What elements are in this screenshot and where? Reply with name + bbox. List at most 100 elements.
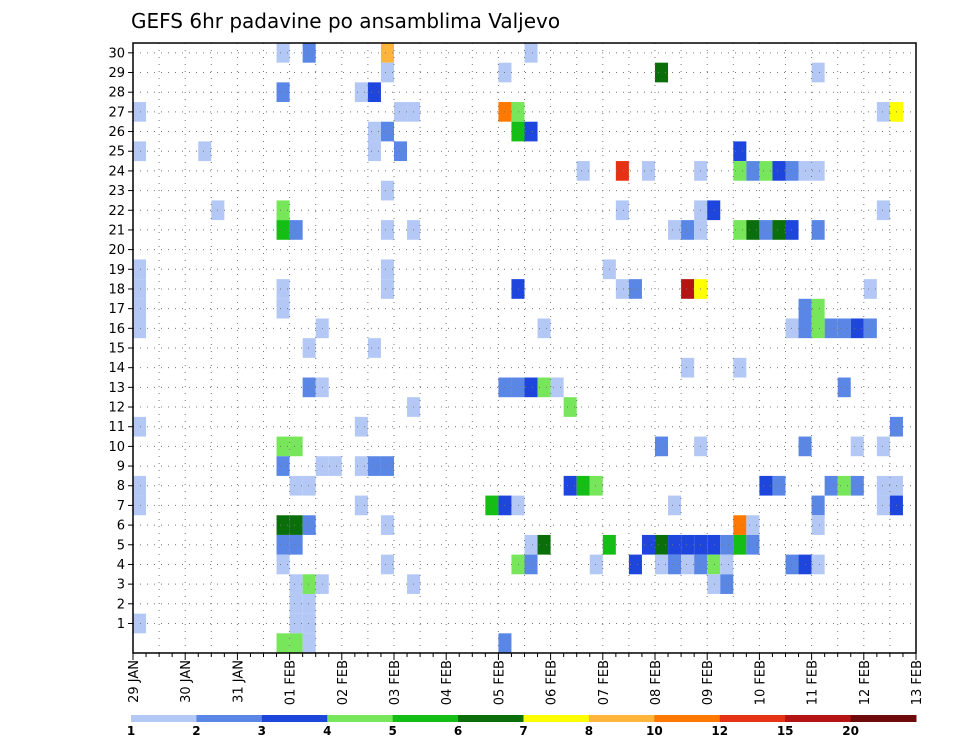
colorbar-legend: 1 2 3 4 5 6 7 8 10 12 15 20 <box>127 715 917 738</box>
precip-cell <box>511 102 525 122</box>
y-tick-label: 1 <box>117 617 125 632</box>
y-tick-label: 5 <box>117 538 125 553</box>
precip-cell <box>655 554 669 575</box>
precip-cell <box>380 180 394 201</box>
precip-cell <box>733 534 747 555</box>
y-tick-label: 25 <box>108 145 125 160</box>
colorbar-label: 15 <box>777 724 794 738</box>
precip-cell <box>276 515 290 535</box>
precip-cell <box>133 318 147 339</box>
precip-cell <box>302 613 316 634</box>
y-tick-label: 3 <box>117 578 125 593</box>
precip-cell <box>289 220 303 240</box>
precip-cell <box>367 141 381 162</box>
chart-title: GEFS 6hr padavine po ansamblima Valjevo <box>131 9 560 33</box>
x-tick-label: 06 FEB <box>545 660 560 705</box>
precip-cell <box>394 102 408 122</box>
precip-cell <box>720 534 734 555</box>
precipitation-cells <box>133 43 903 653</box>
precip-cell <box>733 515 747 535</box>
precip-cell <box>380 456 394 476</box>
precip-cell <box>772 220 786 240</box>
precip-cell <box>289 633 303 653</box>
y-tick-label: 16 <box>108 322 125 337</box>
precip-cell <box>811 220 825 240</box>
precip-cell <box>746 220 760 240</box>
x-tick-label: 05 FEB <box>492 660 507 705</box>
precip-cell <box>850 318 864 339</box>
precip-cell <box>511 279 525 299</box>
colorbar-label: 10 <box>646 724 663 738</box>
precip-cell <box>811 318 825 339</box>
precip-cell <box>380 554 394 575</box>
precip-cell <box>133 259 147 280</box>
precip-cell <box>511 121 525 142</box>
precip-cell <box>537 534 551 555</box>
y-tick-label: 17 <box>108 302 125 317</box>
y-tick-label: 24 <box>108 164 125 179</box>
y-tick-label: 29 <box>108 66 125 81</box>
precip-cell <box>289 574 303 594</box>
precip-cell <box>276 82 290 103</box>
precip-cell <box>133 141 147 162</box>
y-tick-label: 15 <box>108 342 125 357</box>
colorbar-label: 6 <box>454 724 462 738</box>
colorbar-segment <box>654 715 721 722</box>
precip-cell <box>707 200 721 221</box>
precip-cell <box>785 318 799 339</box>
colorbar-label: 12 <box>711 724 728 738</box>
precip-cell <box>655 534 669 555</box>
precip-cell <box>367 456 381 476</box>
precip-cell <box>668 220 682 240</box>
precip-cell <box>367 338 381 358</box>
x-tick-label: 11 FEB <box>806 660 821 705</box>
precip-cell <box>733 161 747 181</box>
x-tick-label: 04 FEB <box>440 660 455 705</box>
y-tick-label: 19 <box>108 263 125 278</box>
precip-cell <box>354 495 368 516</box>
colorbar-segment <box>850 715 917 722</box>
precip-cell <box>511 554 525 575</box>
precip-cell <box>302 633 316 653</box>
precip-cell <box>302 515 316 535</box>
precip-cell <box>876 102 890 122</box>
precip-cell <box>850 475 864 496</box>
precip-cell <box>302 43 316 63</box>
precip-cell <box>380 259 394 280</box>
precip-cell <box>707 574 721 594</box>
y-tick-label: 14 <box>108 361 125 376</box>
colorbar-label: 1 <box>127 724 135 738</box>
y-tick-label: 13 <box>108 381 125 396</box>
y-tick-label: 30 <box>108 46 125 61</box>
x-tick-label: 10 FEB <box>753 660 768 705</box>
colorbar-segment <box>719 715 786 722</box>
precip-cell <box>720 574 734 594</box>
precip-cell <box>276 220 290 240</box>
precip-cell <box>524 43 538 63</box>
precip-cell <box>746 534 760 555</box>
y-tick-label: 11 <box>108 420 125 435</box>
precip-cell <box>133 102 147 122</box>
y-tick-label: 21 <box>108 223 125 238</box>
precip-cell <box>811 554 825 575</box>
precip-cell <box>276 298 290 319</box>
precip-cell <box>276 534 290 555</box>
precip-cell <box>641 161 655 181</box>
x-tick-label: 13 FEB <box>910 660 925 705</box>
precip-cell <box>367 82 381 103</box>
colorbar-label: 7 <box>519 724 527 738</box>
precip-cell <box>837 475 851 496</box>
x-tick-label: 30 JAN <box>179 660 194 703</box>
precip-cell <box>302 377 316 398</box>
precip-cell <box>537 377 551 398</box>
precip-cell <box>589 475 603 496</box>
precip-cell <box>198 141 212 162</box>
colorbar-segment <box>458 715 524 722</box>
colorbar-segment <box>785 715 852 722</box>
x-axis: 29 JAN 30 JAN 31 JAN 01 FEB 02 FEB 03 FEB 04 F… <box>127 653 925 705</box>
colorbar-label: 5 <box>388 724 396 738</box>
precip-cell <box>380 121 394 142</box>
precip-cell <box>354 416 368 437</box>
precip-cell <box>837 377 851 398</box>
